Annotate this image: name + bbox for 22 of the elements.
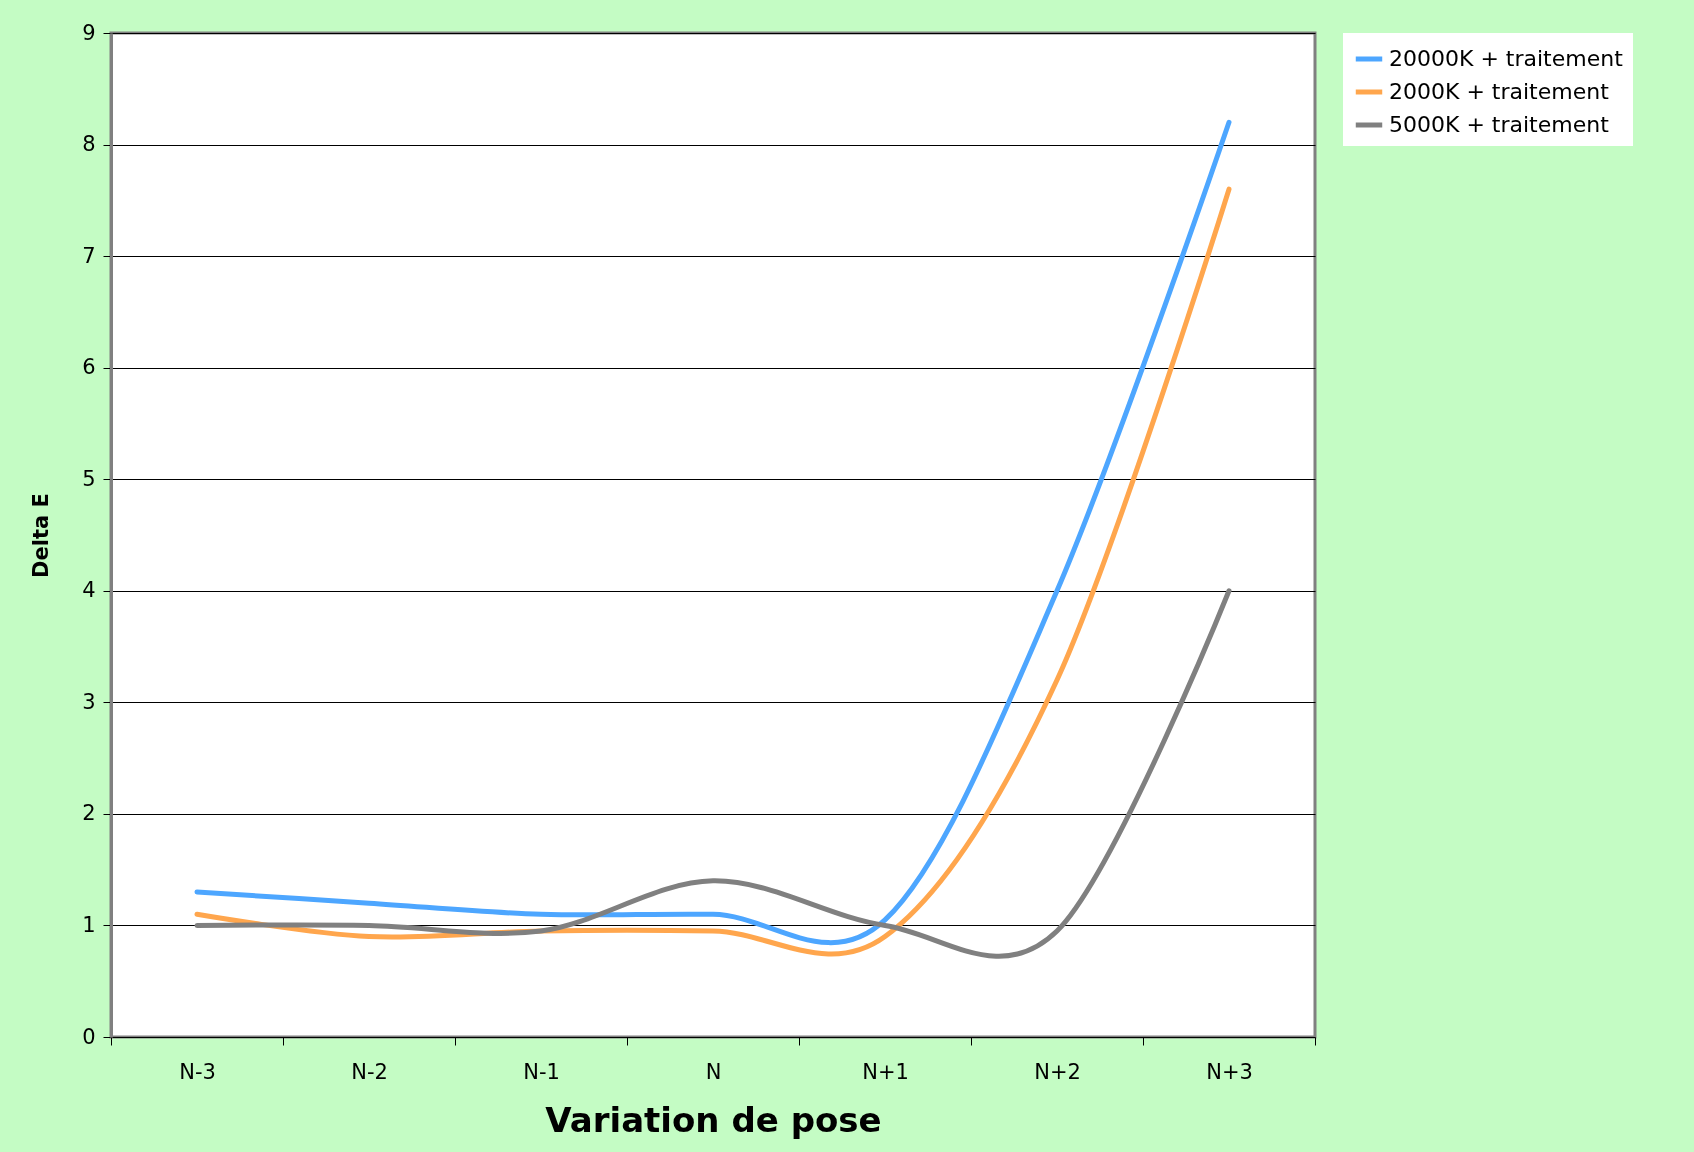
y-tick-label: 4 [82, 578, 96, 603]
y-tick-label: 6 [82, 355, 96, 380]
y-axis-title: Delta E [29, 493, 54, 578]
legend-label: 5000K + traitement [1389, 112, 1610, 137]
y-tick-label: 1 [82, 912, 96, 937]
y-tick-label: 0 [82, 1024, 96, 1049]
y-tick-label: 2 [82, 801, 96, 826]
y-tick-label: 7 [82, 243, 96, 268]
legend-label: 2000K + traitement [1389, 79, 1610, 104]
y-tick-label: 9 [82, 20, 96, 45]
x-tick-label: N-3 [179, 1059, 216, 1084]
x-tick-label: N-1 [523, 1059, 560, 1084]
x-tick-label: N-2 [351, 1059, 388, 1084]
legend-label: 20000K + traitement [1389, 46, 1624, 71]
x-tick-label: N+1 [862, 1059, 909, 1084]
y-tick-label: 8 [82, 132, 96, 157]
x-axis-title: Variation de pose [545, 1099, 882, 1140]
x-tick-label: N+2 [1034, 1059, 1081, 1084]
y-tick-label: 5 [82, 466, 96, 491]
x-tick-label: N [705, 1059, 722, 1084]
x-tick-label: N+3 [1206, 1059, 1253, 1084]
y-tick-label: 3 [82, 689, 96, 714]
